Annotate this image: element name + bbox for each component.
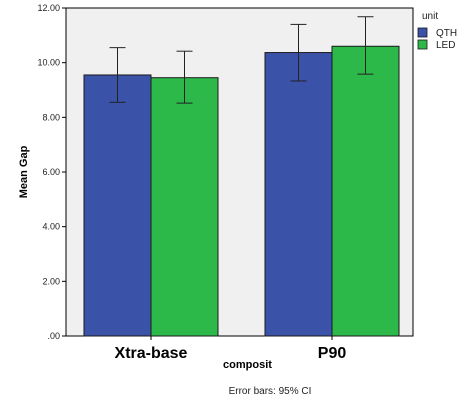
x-tick-label: Xtra-base xyxy=(115,345,188,362)
legend-swatch-qth xyxy=(417,27,428,38)
bar-led-xtra-base xyxy=(150,77,219,337)
bar-qth-p90 xyxy=(264,52,333,337)
y-tick-label: 8.00 xyxy=(42,112,60,122)
bar-series-group xyxy=(83,16,400,337)
y-tick-label: 6.00 xyxy=(42,167,60,177)
legend-label-led: LED xyxy=(436,40,455,51)
y-tick-label: 12.00 xyxy=(37,3,60,13)
x-axis-title: composit xyxy=(223,359,272,371)
error-bar xyxy=(290,23,307,82)
error-bar xyxy=(109,47,126,103)
y-tick-label: 4.00 xyxy=(42,222,60,232)
y-axis: .00 2.00 4.00 6.00 8.00 10.00 12.00 xyxy=(37,3,66,341)
x-tick-label: P90 xyxy=(318,345,347,362)
error-bar xyxy=(176,50,193,104)
legend-label-qth: QTH xyxy=(436,28,457,39)
error-bar xyxy=(357,16,374,75)
error-bars-footnote: Error bars: 95% CI xyxy=(229,386,312,397)
legend-title: unit xyxy=(422,11,438,22)
y-tick-label: 10.00 xyxy=(37,58,60,68)
y-axis-title: Mean Gap xyxy=(18,145,30,198)
y-tick-label: .00 xyxy=(47,331,60,341)
bar-led-p90 xyxy=(331,45,400,337)
y-tick-label: 2.00 xyxy=(42,276,60,286)
legend-swatch-led xyxy=(417,39,428,50)
x-axis: Xtra-base P90 xyxy=(115,336,347,362)
bar-qth-xtra-base xyxy=(83,74,152,337)
